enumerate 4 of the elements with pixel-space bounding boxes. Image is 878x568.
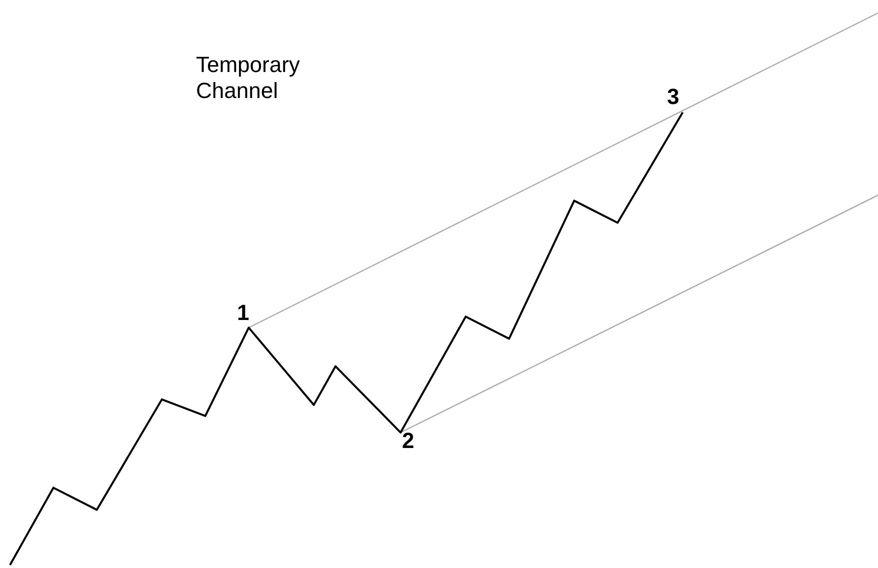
annotation: Temporary Channel [196,52,300,104]
annotation: 3 [667,84,680,110]
annotation: 1 [237,300,250,326]
annotation: 2 [402,428,414,454]
